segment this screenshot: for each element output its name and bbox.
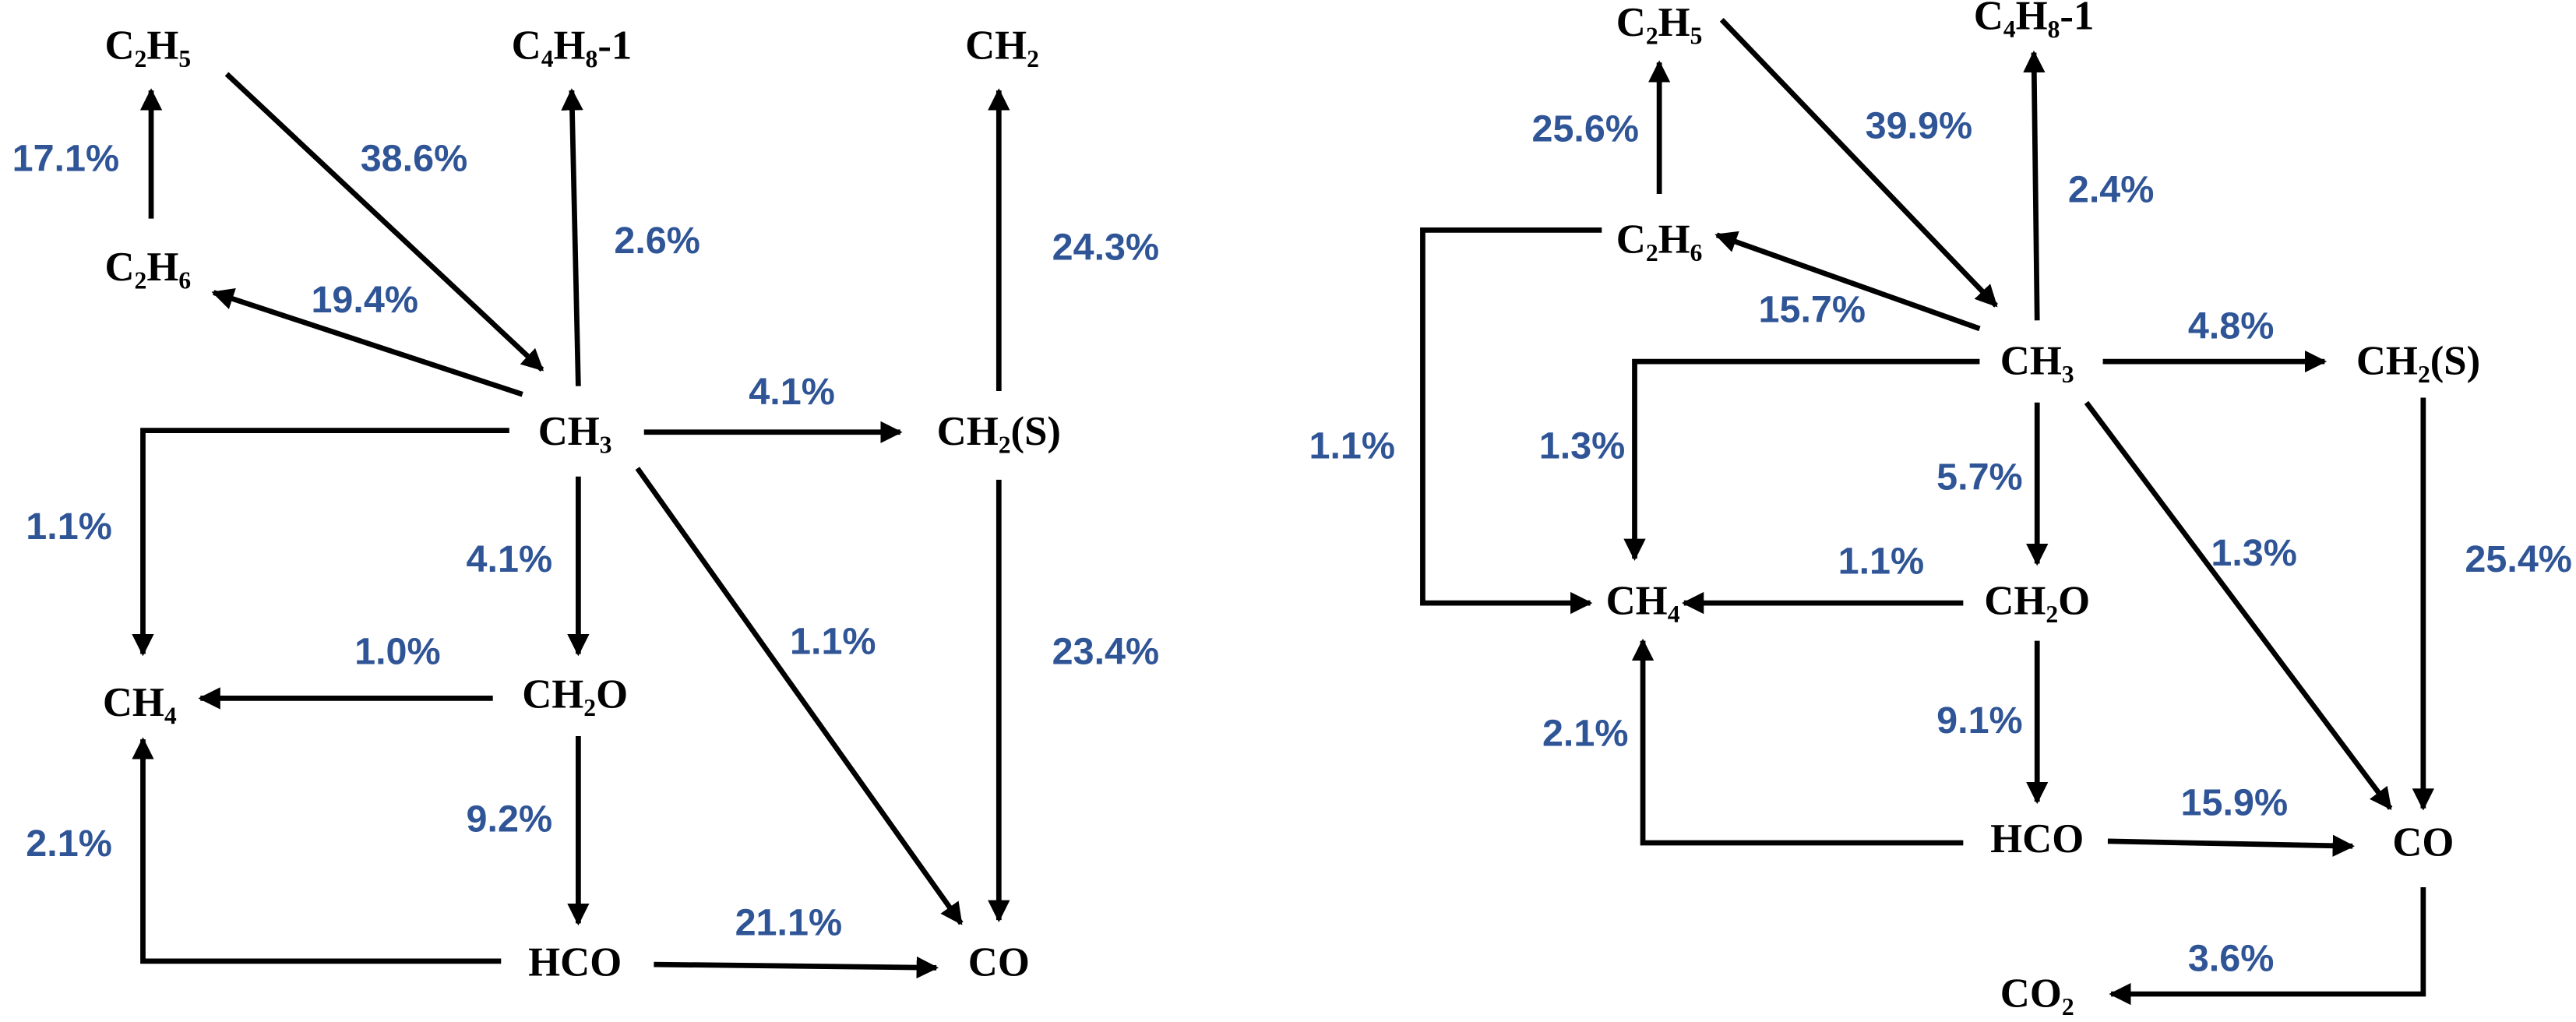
species-node: CO: [968, 939, 1030, 985]
species-node: C₂H₆: [104, 245, 191, 290]
arrow: [2084, 400, 2393, 811]
species-node: HCO: [1990, 816, 2084, 862]
arrow: [2023, 50, 2046, 321]
arrow: [224, 72, 544, 372]
edge-label: 19.4%: [311, 279, 418, 321]
arrow: [1631, 638, 1964, 846]
edge-label: 21.1%: [735, 901, 843, 943]
arrow: [211, 288, 523, 397]
arrow: [635, 467, 964, 925]
edge-label: 1.3%: [2211, 532, 2297, 574]
species-node: C₂H₅: [104, 23, 191, 68]
edge-label: 15.7%: [1759, 289, 1866, 331]
species-node: C₂H₆: [1616, 217, 1703, 262]
edge-label: 25.4%: [2465, 538, 2572, 580]
edge-label: 24.3%: [1052, 226, 1160, 268]
edge-label: 1.0%: [354, 630, 441, 672]
arrow: [132, 428, 509, 657]
edge-label: 2.1%: [26, 823, 112, 865]
edge-label: 1.1%: [1838, 540, 1925, 582]
edge-label: 1.1%: [790, 621, 876, 663]
edge-label: 9.2%: [467, 798, 553, 840]
edge-label: 15.9%: [2181, 781, 2289, 823]
edge-label: 2.1%: [1542, 713, 1629, 755]
edge-label: 17.1%: [12, 138, 120, 180]
edge-label: 1.1%: [1309, 425, 1395, 467]
arrow: [561, 88, 583, 386]
species-node: CH₂: [965, 23, 1039, 68]
species-node: CH₂O: [1984, 578, 2090, 623]
species-node: C₄H₈-1: [1974, 0, 2095, 38]
arrow: [1719, 18, 1998, 308]
edge-label: 25.6%: [1531, 108, 1639, 150]
edge-label: 4.8%: [2188, 305, 2275, 347]
arrow: [132, 737, 502, 964]
species-node: CH₃: [538, 409, 612, 454]
edge-label: 39.9%: [1866, 104, 1973, 146]
species-node: CH₂(S): [2356, 338, 2480, 383]
species-node: CH₃: [2000, 338, 2074, 383]
edge-label: 4.1%: [467, 538, 553, 580]
edge-label: 23.4%: [1052, 630, 1160, 672]
species-node: C₄H₈-1: [512, 23, 633, 68]
arrow: [1420, 227, 1602, 615]
edge-label: 1.1%: [26, 506, 112, 548]
species-node: CH₄: [103, 680, 177, 725]
species-node: C₂H₅: [1616, 0, 1703, 45]
arrow: [1623, 358, 1980, 561]
edge-label: 9.1%: [1936, 700, 2023, 742]
edge-label: 5.7%: [1936, 456, 2023, 499]
species-node: CH₂(S): [937, 409, 1061, 454]
arrow: [2109, 886, 2426, 1006]
edge-label: 4.1%: [749, 371, 835, 413]
arrow: [1714, 231, 1981, 332]
species-node: CH₂O: [522, 672, 628, 717]
edge-label: 3.6%: [2188, 938, 2275, 980]
arrow: [2107, 834, 2356, 857]
species-node: CO₂: [2000, 971, 2074, 1016]
arrow: [654, 956, 939, 979]
edge-label: 2.6%: [614, 220, 700, 262]
edge-label: 1.3%: [1539, 425, 1626, 467]
species-node: CH₄: [1606, 578, 1680, 623]
edge-label: 2.4%: [2068, 169, 2155, 211]
species-node: HCO: [528, 939, 622, 985]
species-node: CO: [2392, 819, 2454, 865]
edge-label: 38.6%: [361, 138, 468, 180]
